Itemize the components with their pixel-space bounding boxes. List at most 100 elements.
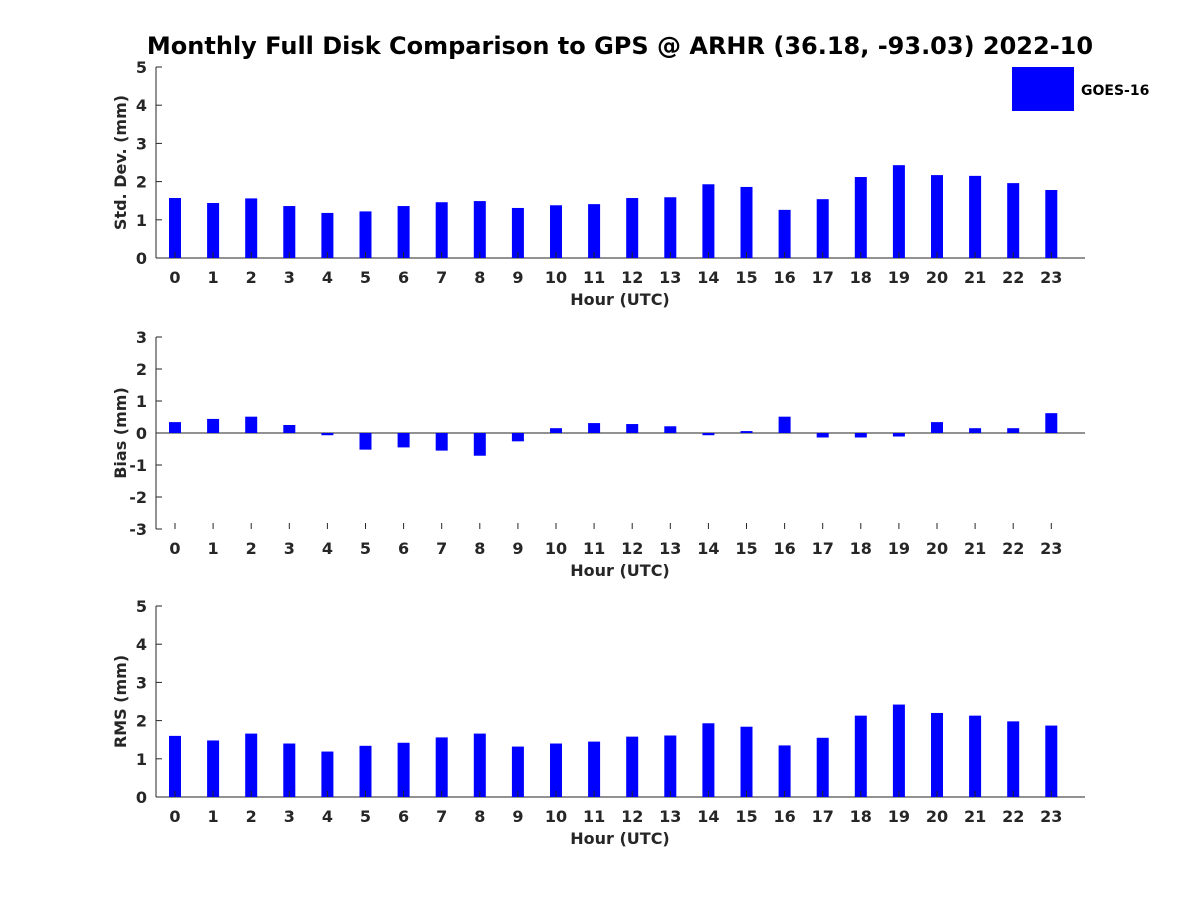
- x-tick-label: 5: [360, 268, 371, 287]
- bar-19: [892, 165, 905, 258]
- x-tick-label: 5: [360, 539, 371, 558]
- bar-21: [969, 175, 982, 258]
- x-tick-label: 14: [697, 268, 719, 287]
- x-tick-label: 20: [926, 539, 948, 558]
- x-tick-label: 23: [1040, 539, 1062, 558]
- bar-4: [321, 751, 334, 797]
- bar-1: [207, 202, 220, 258]
- y-axis-label: Std. Dev. (mm): [111, 95, 130, 230]
- x-tick-label: 9: [512, 807, 523, 826]
- x-tick-label: 10: [545, 268, 567, 287]
- bar-16: [778, 745, 791, 797]
- x-tick-label: 5: [360, 807, 371, 826]
- x-tick-label: 7: [436, 807, 447, 826]
- bar-19: [892, 704, 905, 797]
- bar-3: [283, 743, 296, 797]
- bar-13: [664, 426, 677, 433]
- x-tick-label: 19: [888, 268, 910, 287]
- bar-2: [245, 416, 258, 433]
- y-tick-label: -1: [129, 456, 147, 475]
- bar-22: [1007, 721, 1020, 797]
- y-tick-label: 1: [136, 392, 147, 411]
- x-tick-label: 11: [583, 539, 605, 558]
- x-tick-label: 17: [812, 539, 834, 558]
- bar-15: [740, 186, 753, 258]
- bar-16: [778, 416, 791, 433]
- x-tick-label: 17: [812, 268, 834, 287]
- legend: GOES-16: [1012, 67, 1149, 111]
- bar-3: [283, 206, 296, 258]
- x-tick-label: 6: [398, 539, 409, 558]
- bar-6: [397, 742, 410, 797]
- bar-17: [816, 737, 829, 797]
- bar-18: [854, 177, 867, 258]
- bar-3: [283, 425, 296, 433]
- x-tick-label: 20: [926, 268, 948, 287]
- x-tick-label: 22: [1002, 268, 1024, 287]
- legend-swatch: [1012, 67, 1074, 111]
- bar-23: [1045, 190, 1058, 258]
- bar-8: [473, 733, 486, 797]
- x-tick-label: 18: [850, 539, 872, 558]
- x-tick-label: 12: [621, 539, 643, 558]
- y-tick-label: 2: [136, 712, 147, 731]
- bar-20: [931, 712, 943, 797]
- bar-11: [588, 423, 601, 433]
- bar-12: [626, 736, 639, 797]
- x-tick-label: 18: [850, 268, 872, 287]
- bar-17: [816, 199, 829, 258]
- y-tick-label: 5: [136, 58, 147, 77]
- bar-0: [169, 198, 181, 258]
- bar-21: [969, 715, 982, 797]
- bar-12: [626, 198, 639, 258]
- x-tick-label: 8: [474, 539, 485, 558]
- x-axis-label: Hour (UTC): [570, 290, 670, 309]
- bar-23: [1045, 725, 1058, 797]
- x-tick-label: 3: [284, 807, 295, 826]
- y-tick-label: 0: [136, 424, 147, 443]
- bar-6: [397, 433, 410, 448]
- x-tick-label: 21: [964, 268, 986, 287]
- bar-10: [550, 428, 562, 433]
- x-tick-label: 1: [208, 807, 219, 826]
- y-tick-label: 2: [136, 360, 147, 379]
- bar-9: [511, 207, 524, 258]
- bar-4: [321, 212, 334, 258]
- x-tick-label: 9: [512, 268, 523, 287]
- legend-label: GOES-16: [1081, 83, 1149, 99]
- x-tick-label: 6: [398, 268, 409, 287]
- x-tick-label: 1: [208, 539, 219, 558]
- x-tick-label: 4: [322, 268, 333, 287]
- bar-14: [702, 723, 715, 797]
- x-tick-label: 10: [545, 539, 567, 558]
- bar-16: [778, 209, 791, 258]
- bar-12: [626, 424, 639, 433]
- bar-9: [511, 746, 524, 797]
- bar-18: [854, 715, 867, 797]
- bar-20: [931, 175, 943, 258]
- bar-9: [511, 433, 524, 442]
- bar-7: [435, 433, 448, 451]
- x-tick-label: 15: [735, 807, 757, 826]
- y-axis-label: RMS (mm): [111, 655, 130, 748]
- bar-0: [169, 735, 181, 797]
- bar-8: [473, 433, 486, 456]
- x-tick-label: 13: [659, 268, 681, 287]
- x-tick-label: 14: [697, 807, 719, 826]
- bar-2: [245, 733, 258, 797]
- bar-15: [740, 431, 753, 433]
- bar-2: [245, 198, 258, 258]
- x-tick-label: 15: [735, 268, 757, 287]
- y-tick-label: 4: [136, 635, 147, 654]
- y-tick-label: 3: [136, 328, 147, 347]
- y-tick-label: 2: [136, 173, 147, 192]
- x-tick-label: 4: [322, 807, 333, 826]
- x-tick-label: 23: [1040, 807, 1062, 826]
- y-axis-label: Bias (mm): [111, 387, 130, 479]
- bar-5: [359, 745, 372, 797]
- bar-1: [207, 740, 220, 797]
